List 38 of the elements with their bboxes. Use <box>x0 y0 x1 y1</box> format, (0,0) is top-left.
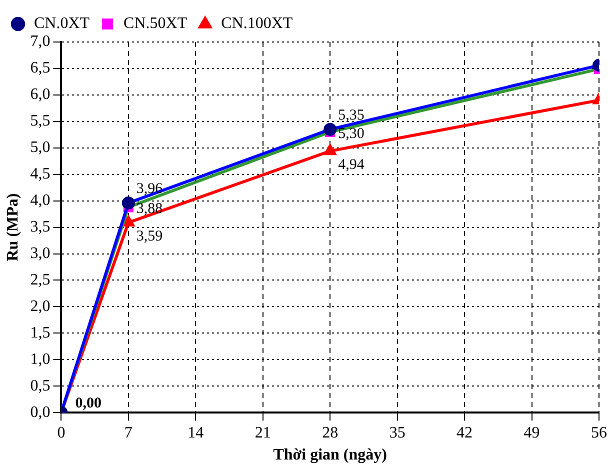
y-tick-label: 5,5 <box>30 112 50 130</box>
y-tick-label: 0,5 <box>30 377 50 394</box>
x-tick-label: 28 <box>322 424 338 442</box>
y-tick-label: 4,5 <box>30 166 50 183</box>
data-label: 3,59 <box>136 228 163 244</box>
y-tick-label: 6,0 <box>30 86 50 104</box>
y-tick-label: 2,0 <box>30 298 50 315</box>
y-tick-label: 1,5 <box>30 324 50 342</box>
x-tick-label: 56 <box>591 424 607 442</box>
y-axis-title: Ru (MPa) <box>4 193 22 262</box>
x-axis-title: Thời gian (ngày) <box>273 446 387 464</box>
y-tick-label: 1,0 <box>30 350 50 368</box>
x-tick-label: 35 <box>389 424 406 442</box>
legend-label: CN.0XT <box>34 15 90 32</box>
x-tick-label: 21 <box>254 424 271 442</box>
y-tick-label: 3,0 <box>30 244 50 262</box>
x-tick-label: 0 <box>57 424 66 442</box>
y-tick-label: 7,0 <box>30 33 50 50</box>
legend-label: CN.50XT <box>124 15 188 32</box>
x-tick-label: 14 <box>188 424 204 442</box>
data-label: 3,88 <box>136 201 163 218</box>
y-tick-label: 6,5 <box>30 60 50 77</box>
y-tick-label: 3,5 <box>30 218 50 236</box>
data-label: 4,94 <box>338 157 365 173</box>
x-tick-label: 42 <box>456 424 473 442</box>
y-tick-label: 2,5 <box>30 271 50 288</box>
y-tick-label: 4,0 <box>30 192 50 210</box>
data-label: 0,00 <box>75 395 102 412</box>
point <box>324 144 336 156</box>
data-label: 5,30 <box>338 126 364 142</box>
x-tick-label: 49 <box>524 424 540 442</box>
data-label: 5,35 <box>338 107 364 124</box>
x-tick-label: 7 <box>124 424 132 442</box>
y-tick-label: 5,0 <box>30 139 50 156</box>
point <box>122 216 134 227</box>
data-label: 3,96 <box>136 180 164 197</box>
y-tick-label: 0,0 <box>30 404 50 421</box>
legend-label: CN.100XT <box>221 15 293 32</box>
